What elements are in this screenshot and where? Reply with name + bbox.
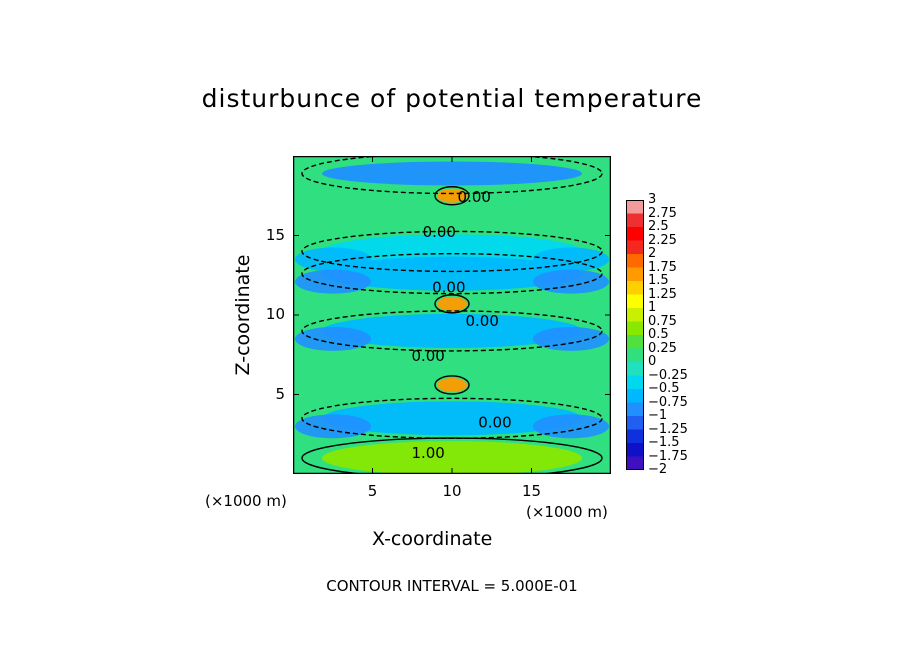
y-tick-label-1: 10 [265, 305, 285, 323]
y-tick-label-2: 15 [265, 225, 285, 244]
colorbar-label-17: −1.25 [648, 421, 688, 437]
colorbar-swatch-17 [626, 429, 644, 444]
contour-line-4 [434, 294, 470, 314]
field-region-7 [322, 401, 582, 436]
field-region-0 [322, 161, 582, 186]
contour-label-4: 0.00 [411, 347, 444, 365]
contour-label-1: 0.00 [423, 223, 456, 241]
y-axis-label: Z-coordinate [232, 254, 254, 376]
colorbar-label-8: 1 [648, 300, 657, 315]
contour-label-3: 0.00 [466, 312, 499, 330]
y-axis-unit: (×1000 m) [205, 492, 287, 510]
colorbar-swatch-13 [626, 375, 644, 390]
field-region-3-side-1 [533, 269, 609, 294]
colorbar-label-12: 0 [648, 354, 657, 369]
colorbar-swatch-14 [626, 389, 644, 403]
x-tick-label-0: 5 [367, 482, 378, 500]
colorbar-label-20: −2 [648, 462, 668, 477]
contour-label-2: 0.00 [432, 278, 465, 296]
contour-line-5 [301, 310, 603, 352]
colorbar-label-7: 1.25 [648, 286, 677, 302]
colorbar-swatch-12 [626, 362, 644, 376]
colorbar-label-2: 2.5 [648, 219, 669, 234]
field-region-5-side-1 [533, 326, 609, 351]
colorbar-label-10: 0.5 [648, 327, 669, 342]
colorbar-label-11: 0.25 [648, 340, 677, 356]
colorbar-swatch-19 [626, 456, 644, 470]
colorbar-swatch-9 [626, 321, 644, 336]
contour-line-3 [301, 252, 603, 295]
colorbar-label-16: −1 [648, 408, 668, 423]
x-tick-label-2: 15 [521, 482, 542, 500]
field-region-1 [437, 188, 467, 203]
x-axis-label: X-coordinate [372, 528, 493, 550]
colorbar-swatch-5 [626, 267, 644, 282]
colorbar-swatch-3 [626, 240, 644, 255]
chart-title: disturbunce of potential temperature [201, 84, 703, 113]
colorbar-swatch-18 [626, 443, 644, 457]
colorbar-swatch-6 [626, 281, 644, 295]
field-region-3-side-0 [295, 269, 371, 294]
field-region-4 [437, 296, 467, 311]
colorbar-swatch-15 [626, 402, 644, 417]
contour-line-0 [301, 156, 603, 195]
contour-line-1 [434, 186, 470, 206]
field-region-5-side-0 [295, 326, 371, 351]
colorbar-swatch-11 [626, 348, 644, 363]
x-axis-unit: (×1000 m) [526, 503, 608, 521]
colorbar [626, 200, 644, 470]
colorbar-label-15: −0.75 [648, 394, 688, 410]
field-region-7-side-1 [533, 414, 609, 439]
contour-label-0: 0.00 [458, 188, 491, 206]
colorbar-swatch-4 [626, 254, 644, 268]
field-region-6 [437, 377, 467, 392]
colorbar-label-0: 3 [648, 192, 657, 207]
colorbar-label-18: −1.5 [648, 435, 680, 450]
colorbar-label-13: −0.25 [648, 367, 688, 383]
contour-line-8 [301, 437, 603, 474]
contour-line-6 [434, 375, 470, 395]
colorbar-label-4: 2 [648, 246, 657, 261]
colorbar-label-3: 2.25 [648, 232, 677, 248]
x-tick-label-1: 10 [442, 482, 462, 500]
field-region-8 [322, 441, 582, 474]
colorbar-swatch-7 [626, 294, 644, 309]
contour-label-6: 1.00 [411, 444, 444, 462]
colorbar-swatch-0 [626, 200, 644, 214]
colorbar-swatch-8 [626, 308, 644, 322]
colorbar-label-9: 0.75 [648, 313, 677, 329]
colorbar-swatch-10 [626, 335, 644, 349]
contour-interval-text: CONTOUR INTERVAL = 5.000E-01 [326, 577, 578, 595]
colorbar-swatch-2 [626, 227, 644, 241]
field-region-5 [322, 313, 582, 348]
field-region-7-side-0 [295, 414, 371, 439]
colorbar-frame [626, 200, 644, 470]
y-tick-label-0: 5 [275, 384, 285, 403]
colorbar-label-6: 1.5 [648, 273, 669, 288]
contour-label-5: 0.00 [478, 414, 511, 432]
field-region-3 [322, 256, 582, 291]
colorbar-label-5: 1.75 [648, 259, 677, 275]
colorbar-label-14: −0.5 [648, 381, 680, 396]
contour-plot-area: 0.000.000.000.000.000.001.00 [293, 156, 611, 474]
colorbar-swatch-16 [626, 416, 644, 430]
colorbar-label-1: 2.75 [648, 205, 677, 221]
colorbar-label-19: −1.75 [648, 448, 688, 464]
colorbar-swatch-1 [626, 213, 644, 228]
